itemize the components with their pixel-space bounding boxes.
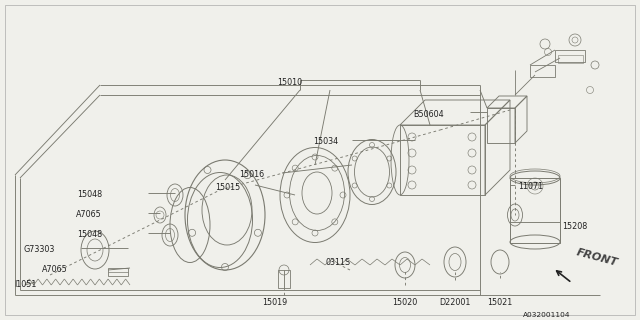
Text: A7065: A7065 — [42, 265, 68, 274]
Bar — [555, 50, 585, 62]
Text: 15016: 15016 — [239, 170, 264, 179]
Text: 15020: 15020 — [392, 298, 418, 307]
Text: 15019: 15019 — [262, 298, 287, 307]
Text: B50604: B50604 — [413, 110, 444, 119]
Bar — [510, 178, 560, 243]
Text: 15048: 15048 — [77, 230, 102, 239]
Text: 15015: 15015 — [215, 183, 240, 192]
Text: G73303: G73303 — [24, 245, 55, 254]
Text: 11071: 11071 — [518, 182, 543, 191]
Text: 15208: 15208 — [562, 222, 588, 231]
Text: 15048: 15048 — [77, 190, 102, 199]
Text: 15021: 15021 — [488, 298, 513, 307]
Bar — [487, 108, 515, 143]
Bar — [108, 268, 128, 276]
Text: A032001104: A032001104 — [522, 312, 570, 318]
Text: l1051: l1051 — [14, 280, 36, 289]
Text: 15034: 15034 — [313, 137, 338, 146]
Text: 15010: 15010 — [277, 78, 303, 87]
Text: A7065: A7065 — [76, 210, 102, 219]
Bar — [278, 270, 290, 288]
Bar — [530, 65, 555, 77]
Bar — [558, 55, 583, 63]
Bar — [400, 125, 485, 195]
Text: D22001: D22001 — [439, 298, 470, 307]
Text: FRONT: FRONT — [575, 248, 619, 268]
Text: 0311S: 0311S — [325, 258, 351, 267]
